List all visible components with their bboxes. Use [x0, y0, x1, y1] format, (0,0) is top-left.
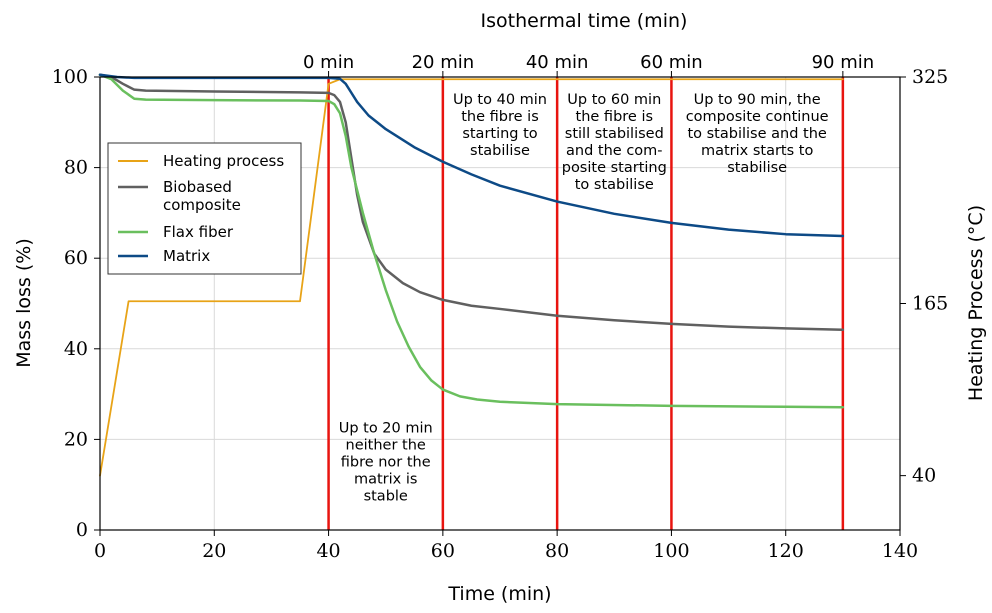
x-tick-label: 40 — [316, 540, 340, 562]
annotation-line: Up to 20 min — [339, 421, 433, 437]
annotation-line: fibre nor the — [341, 455, 431, 471]
series-line-1 — [99, 78, 844, 477]
annotation-line: matrix starts to — [701, 143, 813, 159]
tick-layer: 0 20 40 60 80 100 120 140 0 20 40 60 80 100 325 165 40 0 … — [52, 52, 949, 562]
series-line-4 — [98, 73, 845, 238]
annotation-line: starting to — [462, 126, 537, 142]
y-tick-label: 0 — [76, 519, 88, 541]
legend-entry-flax: Flax fiber — [163, 223, 234, 241]
annotation-layer: Up to 40 min the fibre is starting to stabi… — [339, 92, 829, 504]
y-tick-label: 80 — [64, 157, 88, 179]
top-tick-label: 60 min — [640, 52, 703, 73]
y2-tick-label: 40 — [912, 465, 936, 487]
x-tick-label: 20 — [202, 540, 226, 562]
annotation-line: Up to 90 min, the — [694, 92, 821, 108]
top-tick-label: 0 min — [303, 52, 354, 73]
y2-axis-label: Heating Process (°C) — [965, 205, 987, 401]
annotation-line: Up to 40 min — [453, 92, 547, 108]
annotation-line: neither the — [346, 438, 426, 454]
annotation-text: Up to 90 min, the composite continue to st… — [686, 92, 829, 176]
top-tick-label: 90 min — [812, 52, 875, 73]
y-axis-label: Mass loss (%) — [13, 238, 35, 368]
annotation-line: posite starting — [562, 160, 667, 176]
x-axis-label: Time (min) — [447, 583, 551, 605]
legend-box — [107, 142, 302, 275]
annotation-line: to stabilise and the — [687, 126, 826, 142]
legend: Heating process Biobased composite Flax f… — [107, 142, 302, 275]
annotation-line: composite continue — [686, 109, 829, 125]
y-tick-label: 40 — [64, 338, 88, 360]
x-tick-label: 100 — [653, 540, 689, 562]
vertical-markers — [327, 77, 845, 530]
annotation-line: stabilise — [727, 160, 787, 176]
x-tick-label: 140 — [882, 540, 918, 562]
x-tick-label: 80 — [545, 540, 569, 562]
top-tick-label: 40 min — [526, 52, 589, 73]
top-tick-label: 20 min — [412, 52, 475, 73]
annotation-text: Up to 60 min the fibre is still stabilised… — [562, 92, 667, 193]
annotation-line: still stabilised — [565, 126, 664, 142]
x-tick-label: 60 — [431, 540, 455, 562]
y-tick-label: 60 — [64, 247, 88, 269]
series-layer — [98, 73, 845, 477]
x-tick-label: 120 — [768, 540, 804, 562]
y-tick-label: 100 — [52, 66, 88, 88]
annotation-text: Up to 20 min neither the fibre nor the matr… — [339, 421, 433, 505]
top-axis-label: Isothermal time (min) — [481, 10, 688, 32]
y-tick-label: 20 — [64, 428, 88, 450]
annotation-line: and the com- — [566, 143, 663, 159]
annotation-text: Up to 40 min the fibre is starting to stabi… — [453, 92, 547, 159]
annotation-line: stable — [364, 489, 408, 505]
annotation-line: to stabilise — [575, 177, 654, 193]
annotation-line: the fibre is — [576, 109, 654, 125]
series-line-2 — [98, 73, 845, 332]
y2-tick-label: 325 — [912, 66, 948, 88]
annotation-line: Up to 60 min — [567, 92, 661, 108]
annotation-line: stabilise — [470, 143, 530, 159]
y2-tick-label: 165 — [912, 293, 948, 315]
annotation-line: the fibre is — [461, 109, 539, 125]
series-line-3 — [98, 73, 845, 409]
legend-entry-composite: Biobased composite — [163, 178, 241, 214]
legend-entry-matrix: Matrix — [163, 247, 210, 265]
legend-entry-heating: Heating process — [163, 152, 284, 170]
x-tick-label: 0 — [94, 540, 106, 562]
annotation-line: matrix is — [354, 472, 417, 488]
